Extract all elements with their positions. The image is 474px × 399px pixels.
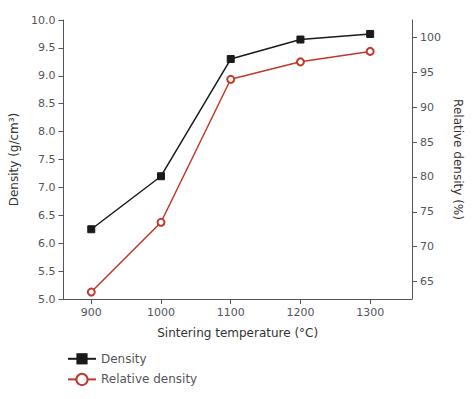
svg-text:9.5: 9.5: [38, 41, 56, 54]
svg-text:8.0: 8.0: [38, 125, 56, 138]
svg-text:75: 75: [420, 205, 434, 218]
svg-text:1000: 1000: [147, 306, 175, 319]
svg-text:5.5: 5.5: [38, 265, 56, 278]
svg-text:80: 80: [420, 170, 434, 183]
svg-text:10.0: 10.0: [31, 14, 56, 27]
svg-text:5.0: 5.0: [38, 293, 56, 306]
svg-text:1100: 1100: [217, 306, 245, 319]
svg-text:900: 900: [81, 306, 102, 319]
svg-text:70: 70: [420, 240, 434, 253]
svg-text:7.5: 7.5: [38, 153, 56, 166]
svg-text:9.0: 9.0: [38, 69, 56, 82]
svg-text:Relative density: Relative density: [101, 372, 197, 386]
svg-text:1300: 1300: [356, 306, 384, 319]
svg-text:8.5: 8.5: [38, 97, 56, 110]
svg-text:6.0: 6.0: [38, 237, 56, 250]
svg-text:6.5: 6.5: [38, 209, 56, 222]
svg-text:85: 85: [420, 136, 434, 149]
svg-text:7.0: 7.0: [38, 181, 56, 194]
svg-text:65: 65: [420, 275, 434, 288]
svg-text:90: 90: [420, 101, 434, 114]
svg-text:Density: Density: [101, 352, 147, 366]
svg-text:100: 100: [420, 31, 441, 44]
svg-text:Relative density (%): Relative density (%): [451, 99, 465, 220]
svg-text:95: 95: [420, 66, 434, 79]
svg-text:Density (g/cm³): Density (g/cm³): [7, 113, 21, 207]
svg-text:Sintering temperature (°C): Sintering temperature (°C): [157, 326, 318, 340]
svg-text:1200: 1200: [286, 306, 314, 319]
